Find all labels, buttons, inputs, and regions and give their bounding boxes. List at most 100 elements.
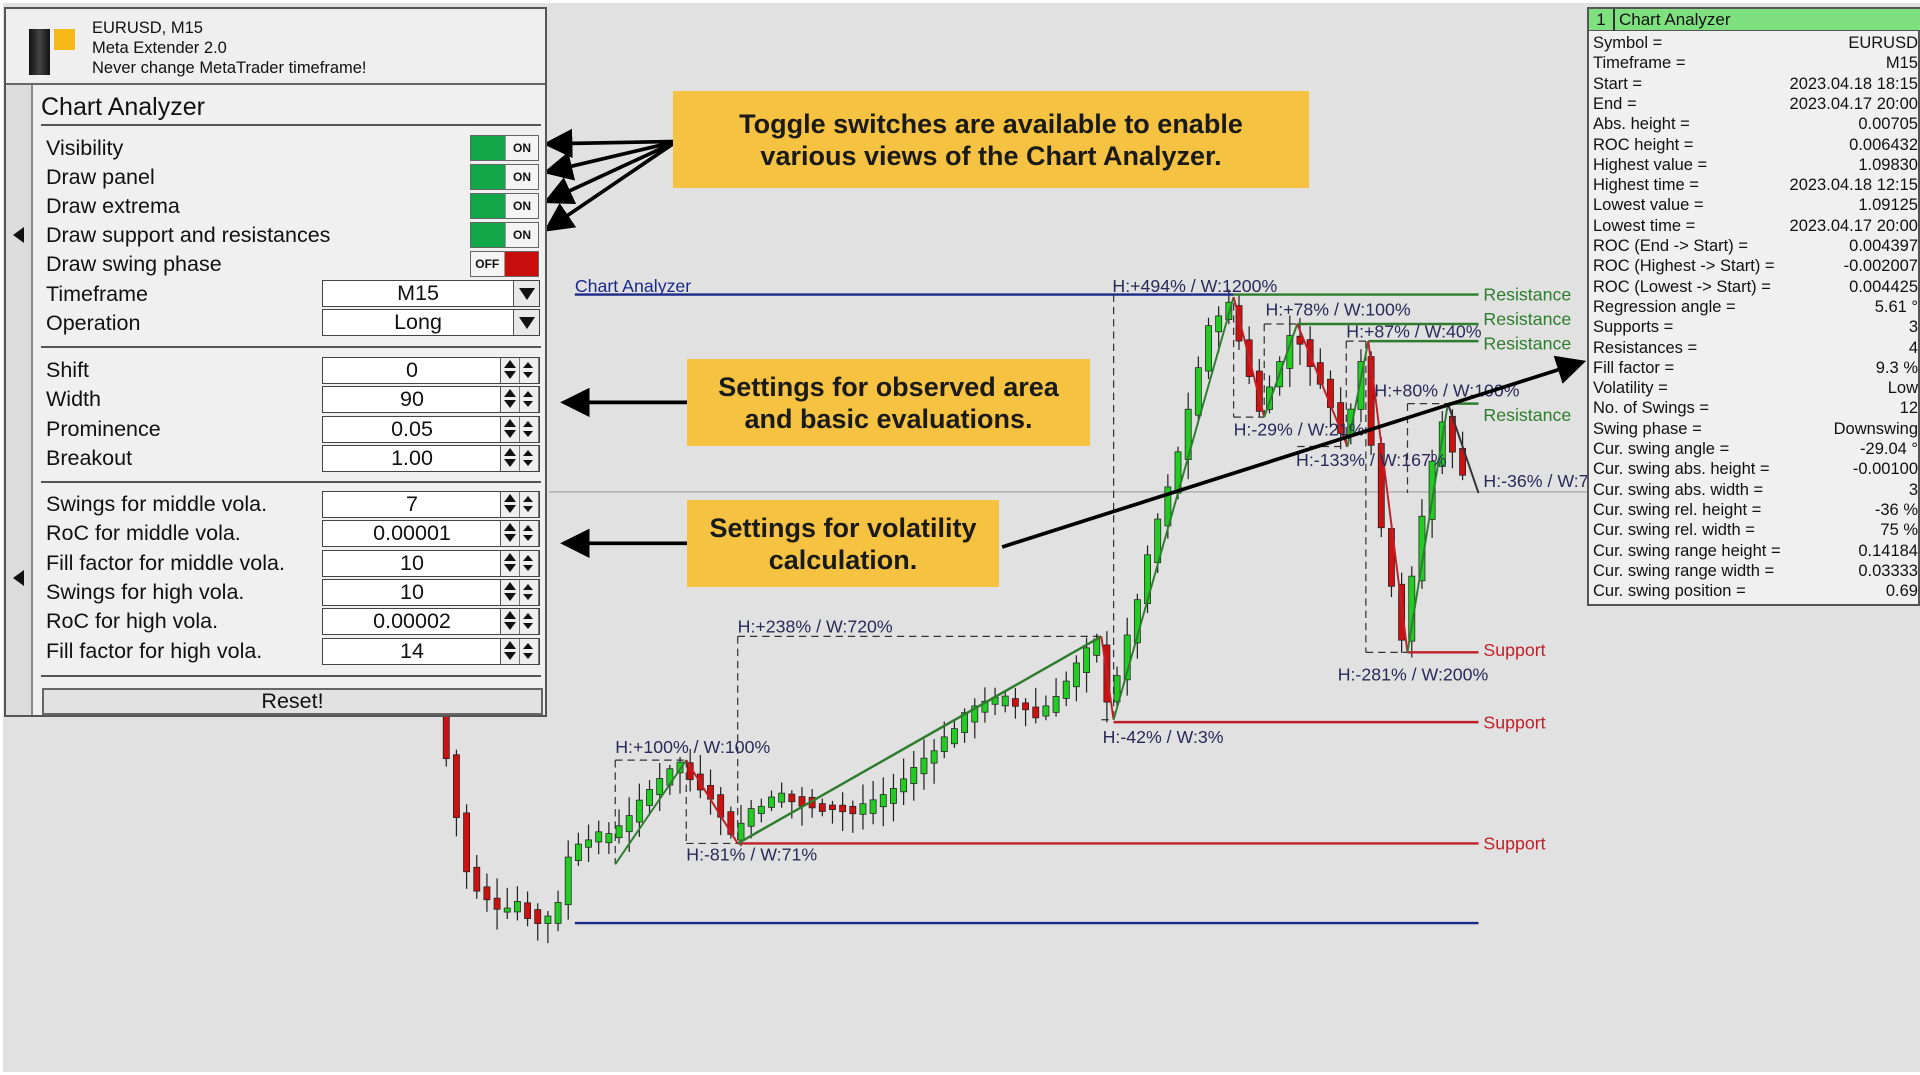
- info-row: Cur. swing abs. width = 3: [1593, 480, 1918, 500]
- info-key: Regression angle =: [1593, 297, 1736, 316]
- collapse-left-icon[interactable]: [13, 570, 24, 586]
- panel-title: Chart Analyzer: [41, 93, 205, 121]
- info-row: ROC (Highest -> Start) = -0.002007: [1593, 256, 1918, 276]
- bullish-candle: [890, 788, 897, 804]
- info-key: Cur. swing angle =: [1593, 440, 1730, 458]
- info-row: Highest time = 2023.04.18 12:15: [1593, 175, 1918, 195]
- swing-label: H:-42% / W:3%: [1103, 727, 1224, 747]
- roc-for-high-vola-input[interactable]: 0.00002: [322, 608, 540, 636]
- visibility-toggle[interactable]: ON: [470, 135, 539, 161]
- swing-label: H:+494% / W:1200%: [1112, 276, 1277, 296]
- spinner-small-step-icon[interactable]: [520, 492, 539, 517]
- info-key: Fill factor =: [1593, 358, 1675, 377]
- spinner-large-step-icon[interactable]: [501, 445, 520, 471]
- spinner-large-step-icon[interactable]: [501, 550, 520, 576]
- callout-area-settings: Settings for observed area and basic eva…: [687, 359, 1090, 446]
- draw-panel-toggle[interactable]: ON: [470, 164, 539, 190]
- info-key: Timeframe =: [1593, 54, 1686, 73]
- info-row: Swing phase = Downswing: [1593, 419, 1918, 439]
- timeframe-select[interactable]: M15: [322, 280, 540, 307]
- prominence-input[interactable]: 0.05: [322, 415, 540, 443]
- swing-label: H:-29% / W:21%: [1234, 419, 1365, 439]
- draw-extrema-toggle[interactable]: ON: [470, 193, 539, 219]
- operation-value: Long: [394, 310, 442, 334]
- toggle-state: ON: [504, 194, 538, 218]
- spinner-large-step-icon[interactable]: [501, 492, 520, 517]
- spinner-large-step-icon[interactable]: [501, 579, 520, 605]
- bullish-candle: [1042, 705, 1050, 717]
- shift-input[interactable]: 0: [322, 357, 540, 384]
- info-key: Lowest time =: [1593, 216, 1696, 235]
- info-row: Symbol = EURUSD: [1593, 33, 1918, 53]
- breakout-input[interactable]: 1.00: [322, 444, 540, 472]
- bullish-candle: [859, 803, 867, 815]
- info-value: 2023.04.17 20:00: [1789, 94, 1918, 113]
- divider: [41, 675, 541, 677]
- reset-button[interactable]: Reset!: [42, 688, 543, 715]
- info-key: ROC (Lowest -> Start) =: [1593, 277, 1771, 296]
- bullish-candle: [585, 839, 592, 848]
- info-key: Start =: [1593, 74, 1643, 93]
- breakout-value: 1.00: [391, 445, 433, 470]
- collapse-left-icon[interactable]: [13, 227, 24, 243]
- bearish-candle: [788, 793, 796, 803]
- spinner-small-step-icon[interactable]: [520, 445, 539, 471]
- shift-label: Shift: [46, 358, 90, 382]
- info-value: -36 %: [1874, 500, 1918, 519]
- bullish-candle: [1428, 460, 1436, 520]
- bearish-candle: [727, 811, 735, 835]
- spinner-small-step-icon[interactable]: [520, 550, 539, 576]
- width-input[interactable]: 90: [322, 386, 540, 414]
- spinner-small-step-icon[interactable]: [520, 521, 539, 547]
- spinner-small-step-icon[interactable]: [520, 609, 539, 635]
- fill-factor-for-high-vola-label: Fill factor for high vola.: [46, 638, 263, 663]
- operation-select[interactable]: Long: [322, 309, 540, 336]
- draw-support-resistances-toggle[interactable]: ON: [470, 222, 539, 248]
- callout-volatility-settings: Settings for volatility calculation.: [687, 500, 999, 587]
- bullish-candle: [646, 789, 653, 806]
- bullish-candle: [1072, 662, 1080, 688]
- spinner-small-step-icon[interactable]: [520, 579, 539, 605]
- spinner-large-step-icon[interactable]: [501, 358, 520, 383]
- bullish-candle: [961, 712, 969, 733]
- spinner-small-step-icon[interactable]: [520, 638, 539, 664]
- bullish-candle: [605, 833, 613, 844]
- spinner-large-step-icon[interactable]: [501, 521, 520, 547]
- toggle-label-draw-support-resistances: Draw support and resistances: [46, 223, 331, 247]
- info-row: End = 2023.04.17 20:00: [1593, 94, 1918, 114]
- spinner-small-step-icon[interactable]: [520, 387, 539, 413]
- swings-for-middle-vola-input[interactable]: 7: [322, 491, 540, 518]
- info-value: M15: [1885, 54, 1918, 73]
- fill-factor-for-middle-vola-input[interactable]: 10: [322, 549, 540, 577]
- spinner-small-step-icon[interactable]: [520, 416, 539, 442]
- bullish-candle: [747, 808, 755, 827]
- info-value: 3: [1908, 318, 1918, 337]
- info-value: 12: [1899, 399, 1918, 418]
- info-row: Highest value = 1.09830: [1593, 155, 1918, 175]
- swing-label: H:+100% / W:100%: [615, 737, 770, 757]
- spinner-large-step-icon[interactable]: [501, 609, 520, 635]
- swings-for-high-vola-input[interactable]: 10: [322, 578, 540, 606]
- collapse-strip[interactable]: [6, 85, 33, 715]
- chevron-down-icon[interactable]: [513, 310, 539, 335]
- timeframe-warning: Never change MetaTrader timeframe!: [92, 59, 367, 77]
- info-key: Cur. swing abs. width =: [1593, 480, 1764, 499]
- toggle-label-draw-swing-phase: Draw swing phase: [46, 252, 222, 276]
- chevron-down-icon[interactable]: [513, 281, 539, 306]
- product-name: Meta Extender 2.0: [92, 39, 227, 57]
- spinner-small-step-icon[interactable]: [520, 358, 539, 383]
- spinner-large-step-icon[interactable]: [501, 416, 520, 442]
- bullish-candle: [1052, 696, 1060, 713]
- bullish-candle: [1133, 599, 1141, 644]
- info-panel-header: 1 Chart Analyzer: [1589, 9, 1920, 31]
- spinner-large-step-icon[interactable]: [501, 387, 520, 413]
- bullish-candle: [920, 757, 928, 775]
- spinner-large-step-icon[interactable]: [501, 638, 520, 664]
- info-key: Cur. swing rel. height =: [1593, 500, 1762, 519]
- roc-for-middle-vola-input[interactable]: 0.00001: [322, 520, 540, 548]
- bullish-candle: [625, 815, 633, 833]
- fill-factor-for-high-vola-input[interactable]: 14: [322, 637, 540, 665]
- info-row: Abs. height = 0.00705: [1593, 114, 1918, 134]
- draw-swing-phase-toggle[interactable]: OFF: [470, 251, 539, 277]
- bullish-candle: [1205, 325, 1212, 372]
